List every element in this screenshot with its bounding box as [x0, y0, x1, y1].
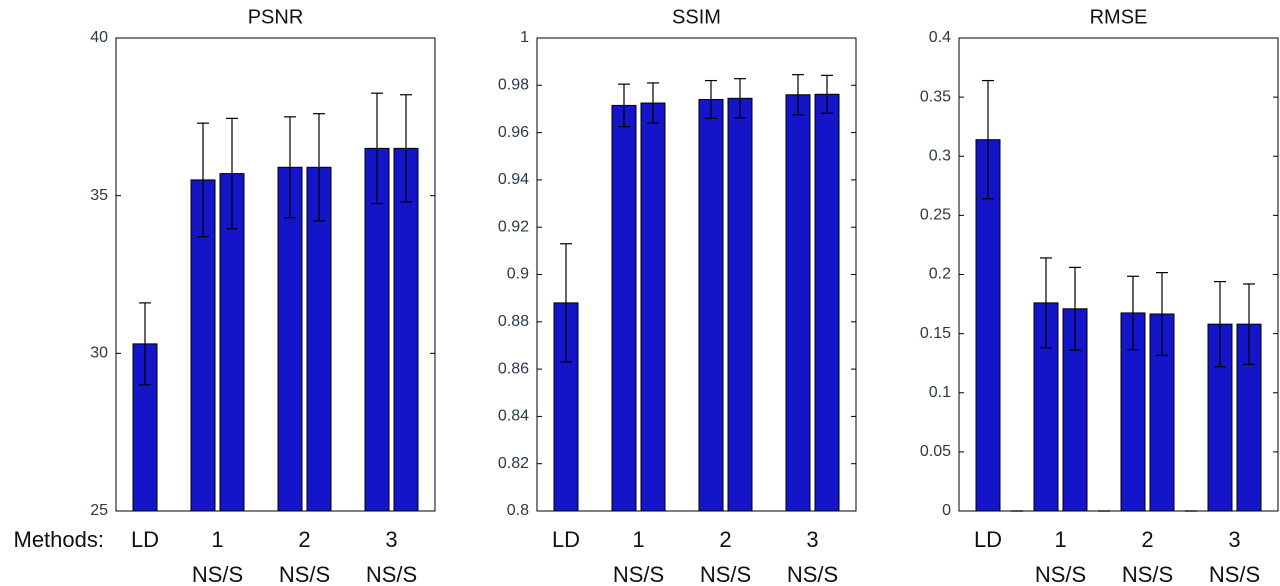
y-tick-label: 0.9 — [507, 266, 529, 283]
group-label: NS/S — [366, 562, 417, 586]
y-tick-label: 0.84 — [498, 408, 529, 425]
y-tick-label: 0 — [942, 502, 951, 519]
error-bar — [618, 83, 630, 128]
bar — [814, 93, 840, 512]
error-bar — [1069, 266, 1081, 351]
chart-title: RMSE — [1090, 6, 1148, 28]
chart-title: PSNR — [248, 6, 304, 28]
error-bar — [982, 79, 994, 200]
error-bar — [197, 122, 209, 238]
group-label: NS/S — [192, 562, 243, 586]
x-tick-label: 3 — [1228, 527, 1240, 552]
x-tick-label: 2 — [298, 527, 310, 552]
bar — [393, 147, 419, 512]
y-tick-label: 0.4 — [929, 29, 951, 46]
y-tick-label: 0.8 — [507, 502, 529, 519]
x-tick-label: 3 — [385, 527, 397, 552]
x-tick-label: LD — [974, 527, 1002, 552]
bar — [611, 104, 637, 512]
y-tick-label: 25 — [90, 502, 108, 519]
group-label: NS/S — [1122, 562, 1173, 586]
error-bar — [1156, 272, 1168, 356]
y-tick-label: 0.15 — [920, 325, 951, 342]
error-bar — [821, 74, 833, 114]
bar — [640, 102, 666, 512]
x-tick-label: LD — [131, 527, 159, 552]
x-tick-label: LD — [552, 527, 580, 552]
y-tick-label: 35 — [90, 187, 108, 204]
y-tick-label: 0.35 — [920, 88, 951, 105]
y-tick-label: 0.86 — [498, 360, 529, 377]
y-tick-label: 0.94 — [498, 171, 529, 188]
y-tick-label: 30 — [90, 345, 108, 362]
group-label: NS/S — [1035, 562, 1086, 586]
x-tick-label: 1 — [211, 527, 223, 552]
x-tick-label: 2 — [719, 527, 731, 552]
y-tick-label: 0.96 — [498, 124, 529, 141]
error-bar — [400, 94, 412, 203]
y-tick-label: 0.98 — [498, 77, 529, 94]
x-tick-label: 1 — [632, 527, 644, 552]
group-label: NS/S — [613, 562, 664, 586]
bar — [1033, 302, 1059, 512]
y-tick-label: 1 — [520, 29, 529, 46]
error-bar — [371, 92, 383, 205]
y-tick-label: 0.92 — [498, 218, 529, 235]
x-tick-label: 1 — [1054, 527, 1066, 552]
error-bar — [284, 116, 296, 219]
error-bar — [560, 243, 572, 363]
y-tick-label: 0.3 — [929, 147, 951, 164]
group-label: NS/S — [279, 562, 330, 586]
bar — [698, 98, 724, 512]
error-bar — [1127, 275, 1139, 351]
group-label: NS/S — [787, 562, 838, 586]
error-bar — [734, 78, 746, 119]
error-bar — [647, 82, 659, 124]
y-tick-label: 40 — [90, 29, 108, 46]
y-tick-label: 0.82 — [498, 455, 529, 472]
y-tick-label: 0.05 — [920, 443, 951, 460]
group-label: NS/S — [700, 562, 751, 586]
error-bar — [226, 117, 238, 230]
group-label: NS/S — [1209, 562, 1260, 586]
bar — [277, 166, 303, 512]
y-tick-label: 0.88 — [498, 313, 529, 330]
bar — [785, 94, 811, 512]
error-bar — [313, 113, 325, 222]
axes-box — [115, 37, 436, 512]
error-bar — [1243, 283, 1255, 365]
error-bar — [1040, 257, 1052, 349]
y-tick-label: 0.1 — [929, 384, 951, 401]
y-tick-label: 0.25 — [920, 207, 951, 224]
chart-title: SSIM — [672, 6, 721, 28]
x-tick-label: 2 — [1141, 527, 1153, 552]
error-bar — [792, 74, 804, 116]
error-bar — [1214, 280, 1226, 368]
x-tick-label: 3 — [806, 527, 818, 552]
y-tick-label: 0.2 — [929, 266, 951, 283]
error-bar — [139, 302, 151, 386]
error-bar — [705, 79, 717, 120]
bar — [219, 173, 245, 512]
x-axis-label: Methods: — [14, 527, 105, 552]
bar — [727, 97, 753, 512]
